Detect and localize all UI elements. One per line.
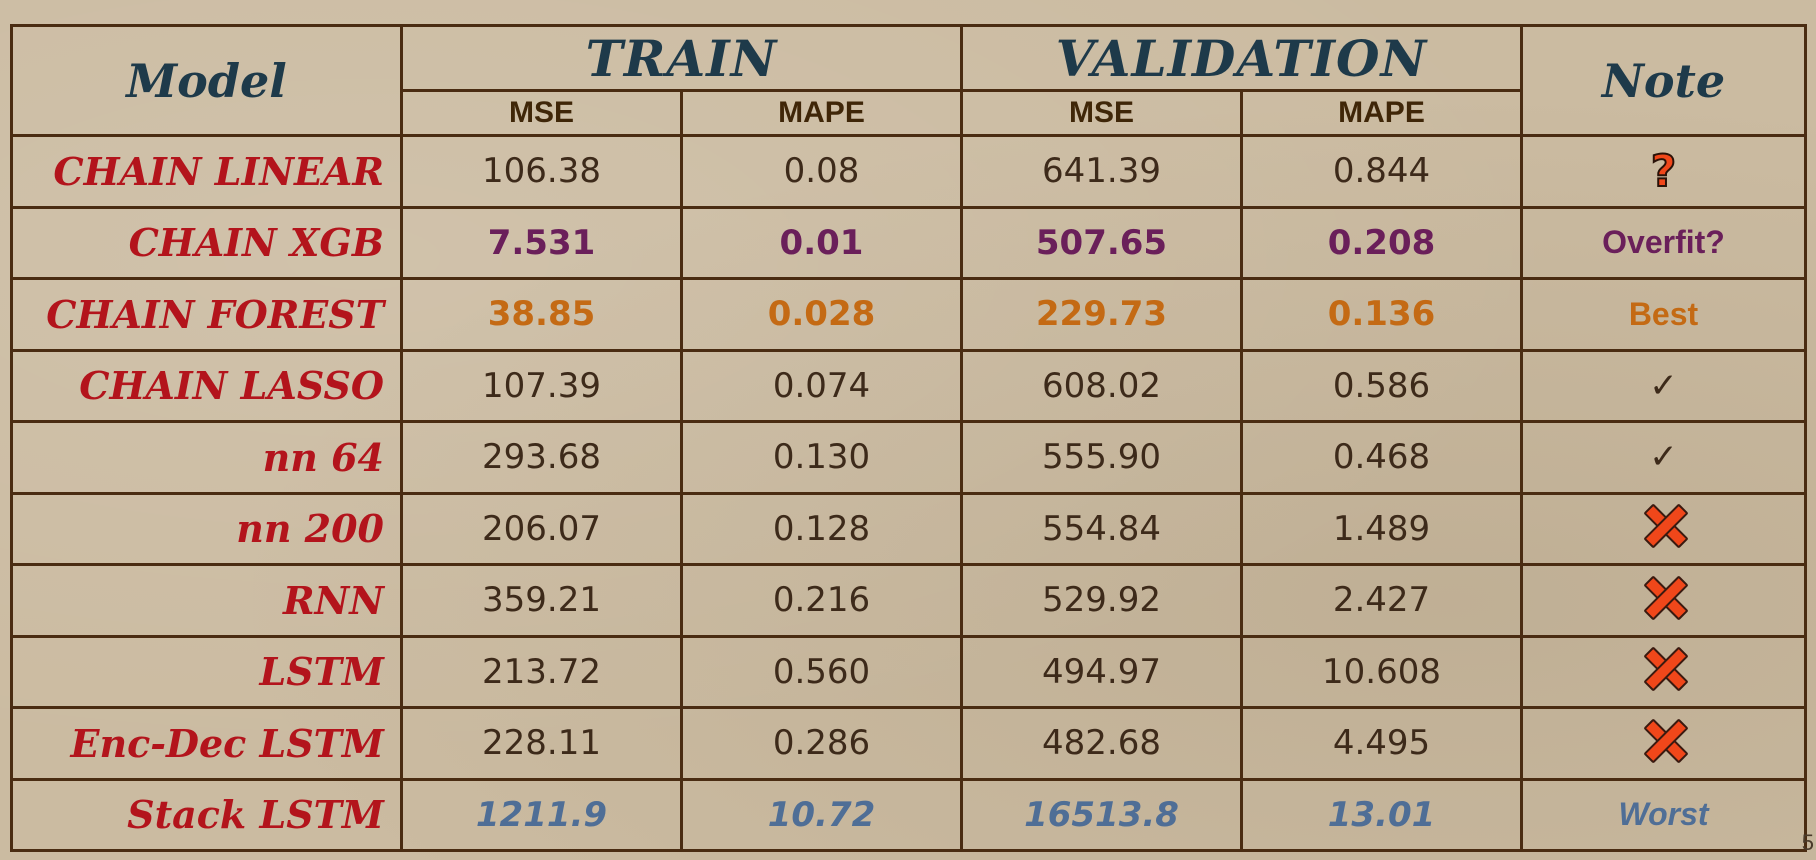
cross-icon [1643, 646, 1685, 688]
val-mape-cell: 0.208 [1242, 207, 1522, 279]
train-mape-cell: 10.72 [682, 779, 962, 851]
header-note: Note [1522, 26, 1806, 136]
train-mse-cell: 228.11 [402, 708, 682, 780]
val-mape-cell: 0.136 [1242, 279, 1522, 351]
val-mape-cell: 10.608 [1242, 636, 1522, 708]
val-mape-cell: 2.427 [1242, 565, 1522, 637]
val-mape-cell: 1.489 [1242, 493, 1522, 565]
header-val-mape: MAPE [1242, 91, 1522, 136]
val-mse-cell: 16513.8 [962, 779, 1242, 851]
check-icon: ✓ [1522, 422, 1806, 494]
train-mse-cell: 107.39 [402, 350, 682, 422]
note-cell [1522, 708, 1806, 780]
model-name: nn 200 [12, 493, 402, 565]
table-row: CHAIN LINEAR 106.38 0.08 641.39 0.844 ? [12, 136, 1806, 208]
table-row: Enc-Dec LSTM 228.11 0.286 482.68 4.495 [12, 708, 1806, 780]
model-name: LSTM [12, 636, 402, 708]
train-mape-cell: 0.130 [682, 422, 962, 494]
cross-icon [1643, 503, 1685, 545]
note-cell: Best [1522, 279, 1806, 351]
header-validation: VALIDATION [962, 26, 1522, 91]
question-icon: ? [1651, 146, 1677, 197]
model-name: RNN [12, 565, 402, 637]
table-row: nn 200 206.07 0.128 554.84 1.489 [12, 493, 1806, 565]
train-mse-cell: 1211.9 [402, 779, 682, 851]
val-mse-cell: 608.02 [962, 350, 1242, 422]
model-name: Enc-Dec LSTM [12, 708, 402, 780]
results-table-frame: Model TRAIN VALIDATION Note MSE MAPE MSE… [10, 24, 1804, 852]
val-mape-cell: 0.844 [1242, 136, 1522, 208]
note-cell: ? [1522, 136, 1806, 208]
val-mse-cell: 494.97 [962, 636, 1242, 708]
header-model: Model [12, 26, 402, 136]
table-row: CHAIN XGB 7.531 0.01 507.65 0.208 Overfi… [12, 207, 1806, 279]
val-mape-cell: 0.468 [1242, 422, 1522, 494]
train-mape-cell: 0.560 [682, 636, 962, 708]
val-mse-cell: 555.90 [962, 422, 1242, 494]
train-mse-cell: 7.531 [402, 207, 682, 279]
val-mse-cell: 554.84 [962, 493, 1242, 565]
train-mape-cell: 0.128 [682, 493, 962, 565]
note-cell [1522, 493, 1806, 565]
model-name: CHAIN XGB [12, 207, 402, 279]
train-mse-cell: 213.72 [402, 636, 682, 708]
train-mse-cell: 38.85 [402, 279, 682, 351]
model-name: nn 64 [12, 422, 402, 494]
model-name: CHAIN LINEAR [12, 136, 402, 208]
note-cell: Worst [1522, 779, 1806, 851]
table-row: CHAIN FOREST 38.85 0.028 229.73 0.136 Be… [12, 279, 1806, 351]
train-mse-cell: 359.21 [402, 565, 682, 637]
table-row: LSTM 213.72 0.560 494.97 10.608 [12, 636, 1806, 708]
note-cell [1522, 636, 1806, 708]
train-mape-cell: 0.286 [682, 708, 962, 780]
train-mape-cell: 0.216 [682, 565, 962, 637]
results-table: Model TRAIN VALIDATION Note MSE MAPE MSE… [10, 24, 1807, 852]
header-train-mse: MSE [402, 91, 682, 136]
train-mape-cell: 0.01 [682, 207, 962, 279]
val-mape-cell: 4.495 [1242, 708, 1522, 780]
header-train-mape: MAPE [682, 91, 962, 136]
table-row: nn 64 293.68 0.130 555.90 0.468 ✓ [12, 422, 1806, 494]
val-mse-cell: 229.73 [962, 279, 1242, 351]
train-mape-cell: 0.028 [682, 279, 962, 351]
val-mse-cell: 507.65 [962, 207, 1242, 279]
table-row: CHAIN LASSO 107.39 0.074 608.02 0.586 ✓ [12, 350, 1806, 422]
model-name: Stack LSTM [12, 779, 402, 851]
val-mape-cell: 13.01 [1242, 779, 1522, 851]
table-row: RNN 359.21 0.216 529.92 2.427 [12, 565, 1806, 637]
note-cell: Overfit? [1522, 207, 1806, 279]
model-name: CHAIN FOREST [12, 279, 402, 351]
header-val-mse: MSE [962, 91, 1242, 136]
note-cell [1522, 565, 1806, 637]
cross-icon [1643, 718, 1685, 760]
cross-icon [1643, 575, 1685, 617]
train-mse-cell: 293.68 [402, 422, 682, 494]
train-mape-cell: 0.074 [682, 350, 962, 422]
train-mse-cell: 106.38 [402, 136, 682, 208]
val-mse-cell: 529.92 [962, 565, 1242, 637]
train-mse-cell: 206.07 [402, 493, 682, 565]
header-train: TRAIN [402, 26, 962, 91]
page-number: 5 [1802, 830, 1814, 856]
val-mse-cell: 482.68 [962, 708, 1242, 780]
model-name: CHAIN LASSO [12, 350, 402, 422]
check-icon: ✓ [1522, 350, 1806, 422]
table-row: Stack LSTM 1211.9 10.72 16513.8 13.01 Wo… [12, 779, 1806, 851]
val-mse-cell: 641.39 [962, 136, 1242, 208]
train-mape-cell: 0.08 [682, 136, 962, 208]
val-mape-cell: 0.586 [1242, 350, 1522, 422]
